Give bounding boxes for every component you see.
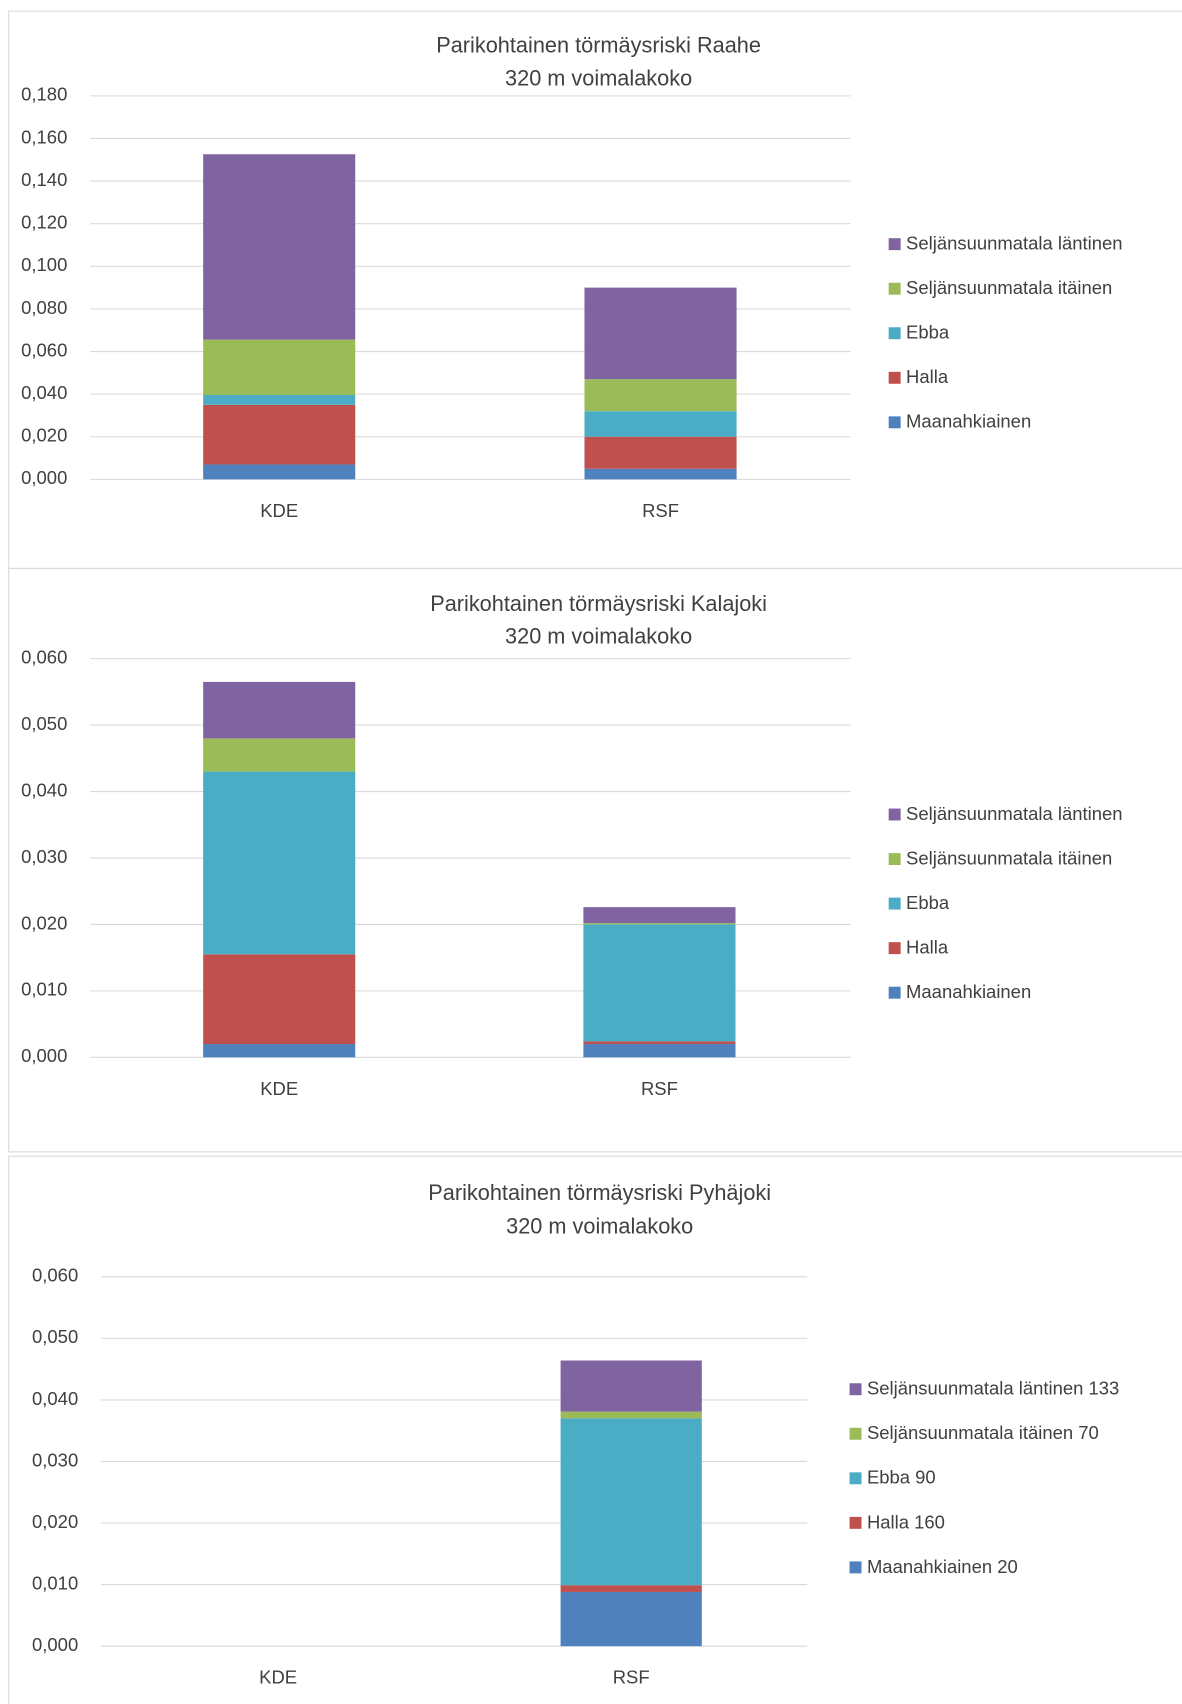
panel [8,1155,1182,1704]
bar-segment [583,924,736,1042]
legend-swatch [888,238,901,251]
bar-segment [583,907,736,924]
bar-segment [584,379,737,412]
bar-segment [203,771,356,955]
y-tick-label: 0,010 [21,979,67,1000]
bar-segment [203,464,356,480]
legend-swatch [849,1383,862,1396]
x-tick-label: KDE [260,500,298,521]
bar-segment [584,411,737,437]
y-tick-label: 0,040 [21,382,67,403]
y-tick-label: 0,020 [21,425,67,446]
legend-swatch [849,1561,862,1574]
y-tick-label: 0,060 [21,646,67,667]
bar-segment [203,681,356,739]
chart-title: Parikohtainen törmäysriski Pyhäjoki [428,1180,771,1205]
bar-segment [203,394,356,405]
bar-segment [203,1044,356,1058]
y-tick-label: 0,000 [21,1045,67,1066]
y-tick-label: 0,080 [21,297,67,318]
y-tick-label: 0,040 [32,1388,78,1409]
bar-segment [584,287,737,380]
bar-segment [560,1418,702,1586]
bar-segment [203,738,356,772]
y-tick-label: 0,000 [21,467,67,488]
y-tick-label: 0,050 [21,713,67,734]
legend-swatch [888,942,901,955]
chart-title: Parikohtainen törmäysriski Raahe [436,33,761,58]
chart-subtitle: 320 m voimalakoko [505,624,692,649]
legend-label: Seljänsuunmatala itäinen [906,847,1112,868]
legend-label: Ebba [906,322,950,343]
legend-swatch [888,808,901,821]
y-tick-label: 0,100 [21,254,67,275]
y-tick-label: 0,040 [21,779,67,800]
legend-swatch [849,1427,862,1440]
chart-title: Parikohtainen törmäysriski Kalajoki [430,591,767,616]
bar-segment [584,468,737,480]
y-tick-label: 0,000 [32,1634,78,1655]
legend-label: Maanahkiainen [906,981,1031,1002]
y-tick-label: 0,120 [21,212,67,233]
y-tick-label: 0,160 [21,126,67,147]
bar-segment [203,339,356,395]
x-tick-label: RSF [642,500,679,521]
y-tick-label: 0,030 [32,1449,78,1470]
bar-segment [583,923,736,925]
y-tick-label: 0,060 [21,339,67,360]
legend-label: Seljänsuunmatala läntinen 133 [867,1378,1119,1399]
y-tick-label: 0,020 [21,912,67,933]
y-tick-label: 0,030 [21,846,67,867]
legend-label: Seljänsuunmatala läntinen [906,803,1122,824]
legend-label: Ebba 90 [867,1467,936,1488]
legend-swatch [888,327,901,340]
bar-segment [560,1411,702,1419]
chart-subtitle: 320 m voimalakoko [505,65,692,90]
x-tick-label: KDE [260,1078,298,1099]
legend-swatch [888,416,901,429]
bar-segment [583,1044,736,1058]
bar-segment [583,1041,736,1045]
legend-swatch [888,853,901,866]
x-tick-label: RSF [641,1078,678,1099]
legend-label: Maanahkiainen 20 [867,1556,1018,1577]
legend-swatch [888,986,901,999]
legend-swatch [849,1516,862,1529]
legend-label: Maanahkiainen [906,411,1031,432]
legend-label: Halla [906,937,949,958]
y-tick-label: 0,010 [32,1572,78,1593]
legend-label: Seljänsuunmatala itäinen 70 [867,1422,1099,1443]
legend-label: Halla 160 [867,1511,945,1532]
legend-swatch [888,371,901,384]
legend-swatch [888,282,901,295]
y-tick-label: 0,020 [32,1511,78,1532]
y-tick-label: 0,180 [21,84,67,105]
bar-segment [203,404,356,465]
chart-subtitle: 320 m voimalakoko [506,1214,693,1239]
x-tick-label: RSF [613,1667,650,1688]
legend-label: Seljänsuunmatala itäinen [906,277,1112,298]
legend-swatch [888,897,901,910]
y-tick-label: 0,140 [21,169,67,190]
bar-segment [203,954,356,1045]
bar-segment [584,436,737,469]
x-tick-label: KDE [259,1667,297,1688]
legend-label: Halla [906,366,949,387]
y-tick-label: 0,060 [32,1265,78,1286]
bar-segment [560,1360,702,1412]
legend-swatch [849,1472,862,1485]
bar-segment [203,154,356,340]
bar-segment [560,1591,702,1647]
legend-label: Seljänsuunmatala läntinen [906,233,1122,254]
legend-label: Ebba [906,892,950,913]
panel [8,567,1182,1153]
bar-segment [560,1585,702,1592]
y-tick-label: 0,050 [32,1326,78,1347]
